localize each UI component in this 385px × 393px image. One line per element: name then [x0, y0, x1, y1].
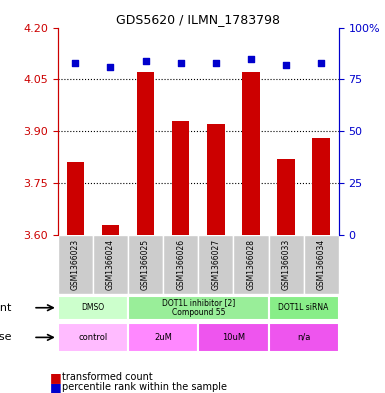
Text: dose: dose	[0, 332, 12, 342]
FancyBboxPatch shape	[58, 235, 93, 294]
FancyBboxPatch shape	[58, 323, 128, 352]
Bar	[67, 162, 84, 235]
Bar	[172, 121, 189, 235]
Text: GSM1366025: GSM1366025	[141, 239, 150, 290]
Text: transformed count: transformed count	[62, 372, 152, 382]
Text: GSM1366023: GSM1366023	[71, 239, 80, 290]
FancyBboxPatch shape	[198, 235, 233, 294]
FancyBboxPatch shape	[304, 235, 339, 294]
Text: DOT1L inhibitor [2]
Compound 55: DOT1L inhibitor [2] Compound 55	[162, 298, 235, 318]
Point	[248, 55, 254, 62]
Text: GSM1366028: GSM1366028	[246, 239, 256, 290]
Text: DMSO: DMSO	[81, 303, 104, 312]
Text: 2uM: 2uM	[154, 333, 172, 342]
Point	[72, 60, 79, 66]
Point	[107, 64, 114, 70]
Bar	[277, 159, 295, 235]
FancyBboxPatch shape	[269, 235, 304, 294]
FancyBboxPatch shape	[233, 235, 269, 294]
Point	[318, 60, 324, 66]
Text: n/a: n/a	[297, 333, 310, 342]
FancyBboxPatch shape	[93, 235, 128, 294]
Point	[142, 58, 149, 64]
Text: GSM1366033: GSM1366033	[281, 239, 291, 290]
Bar	[102, 225, 119, 235]
FancyBboxPatch shape	[128, 235, 163, 294]
Text: control: control	[78, 333, 107, 342]
Text: GSM1366026: GSM1366026	[176, 239, 185, 290]
Text: ■: ■	[50, 371, 62, 384]
FancyBboxPatch shape	[163, 235, 198, 294]
Text: percentile rank within the sample: percentile rank within the sample	[62, 382, 227, 392]
Text: agent: agent	[0, 303, 12, 313]
Title: GDS5620 / ILMN_1783798: GDS5620 / ILMN_1783798	[116, 13, 280, 26]
Point	[177, 60, 184, 66]
Text: GSM1366027: GSM1366027	[211, 239, 220, 290]
Point	[283, 62, 289, 68]
Text: GSM1366034: GSM1366034	[317, 239, 326, 290]
Text: ■: ■	[50, 380, 62, 393]
FancyBboxPatch shape	[128, 323, 198, 352]
Point	[213, 60, 219, 66]
FancyBboxPatch shape	[269, 323, 339, 352]
Text: DOT1L siRNA: DOT1L siRNA	[278, 303, 329, 312]
Bar	[313, 138, 330, 235]
Bar	[137, 72, 154, 235]
Text: GSM1366024: GSM1366024	[106, 239, 115, 290]
FancyBboxPatch shape	[269, 296, 339, 320]
FancyBboxPatch shape	[128, 296, 269, 320]
Bar	[242, 72, 260, 235]
FancyBboxPatch shape	[58, 296, 128, 320]
FancyBboxPatch shape	[198, 323, 269, 352]
Bar	[207, 124, 224, 235]
Text: 10uM: 10uM	[222, 333, 245, 342]
